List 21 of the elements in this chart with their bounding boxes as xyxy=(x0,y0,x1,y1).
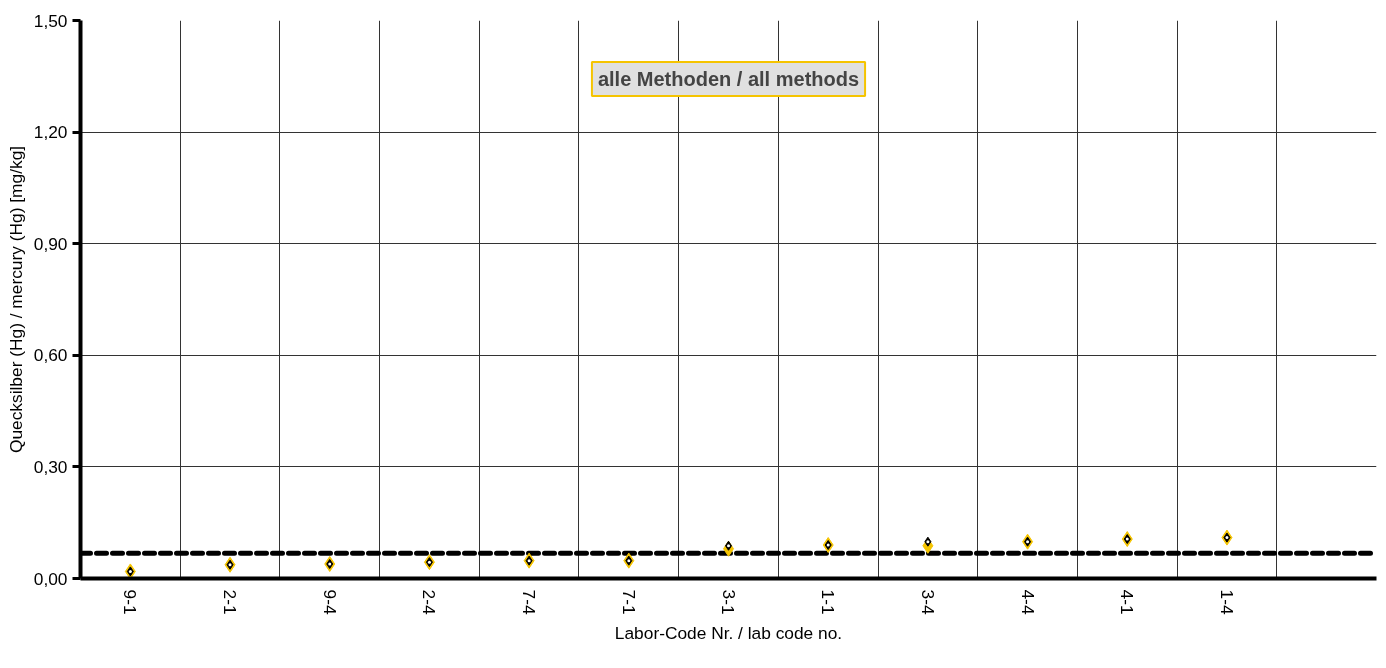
x-tick-label: 2-1 xyxy=(220,589,241,615)
x-tick-label: 3-1 xyxy=(718,589,739,615)
x-axis-title: Labor-Code Nr. / lab code no. xyxy=(614,622,843,643)
x-tick-label: 9-1 xyxy=(120,589,141,615)
annotation: alle Methoden / all methods xyxy=(597,68,860,91)
x-tick-label: 4-4 xyxy=(1017,589,1038,615)
x-tick-label: 2-4 xyxy=(419,589,440,615)
y-tick-label: 0,90 xyxy=(33,233,68,254)
x-tick-label: 1-4 xyxy=(1216,589,1237,615)
y-tick-label: 0,60 xyxy=(33,345,68,366)
y-tick-label: 0,00 xyxy=(33,568,68,589)
y-tick-label: 1,50 xyxy=(33,10,68,31)
x-tick-label: 9-4 xyxy=(319,589,340,615)
y-tick-label: 1,20 xyxy=(33,122,68,143)
x-tick-label: 7-1 xyxy=(618,589,639,615)
y-tick-label: 0,30 xyxy=(33,456,68,477)
x-tick-label: 1-1 xyxy=(818,589,839,615)
x-tick-label: 3-4 xyxy=(917,589,938,615)
x-tick-label: 4-1 xyxy=(1117,589,1138,615)
x-tick-label: 7-4 xyxy=(519,589,540,615)
y-axis-title: Quecksilber (Hg) / mercury (Hg) [mg/kg] xyxy=(5,145,26,454)
